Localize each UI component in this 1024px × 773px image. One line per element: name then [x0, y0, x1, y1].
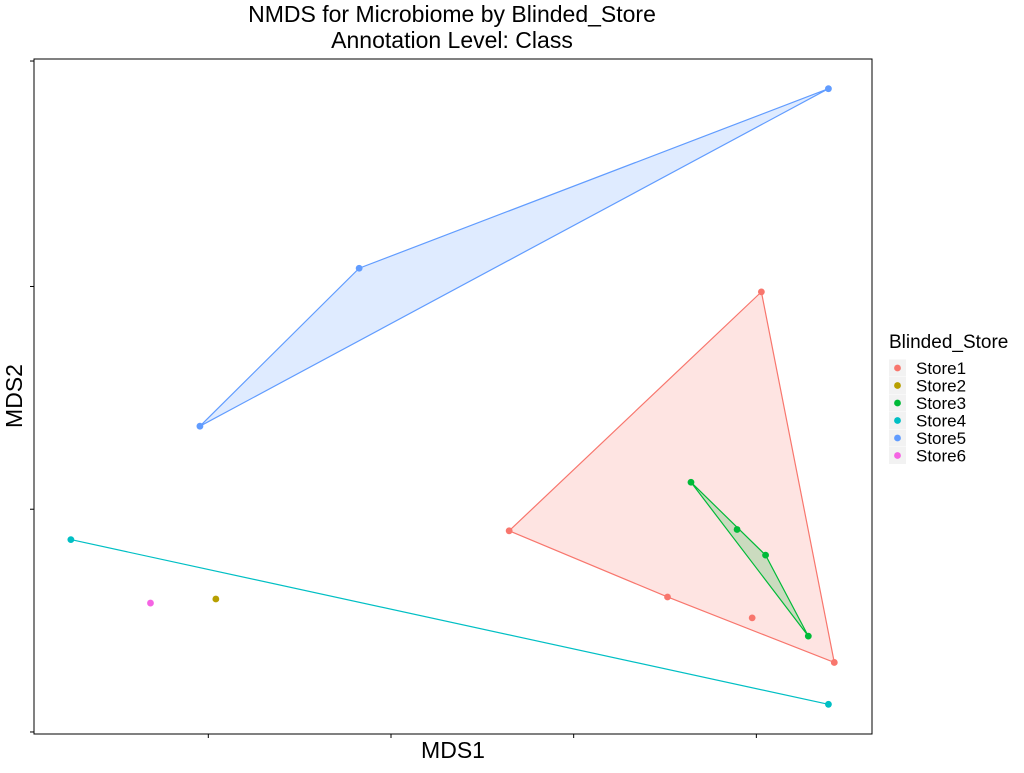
point-store6-1 [147, 599, 154, 607]
y-axis-label: MDS2 [1, 364, 27, 428]
point-store1-1 [505, 527, 513, 535]
plot-panel [33, 58, 873, 735]
legend-label-store3: Store3 [916, 394, 966, 413]
legend-label-store4: Store4 [916, 412, 966, 431]
legend-item-store1: Store1 [889, 359, 966, 378]
legend-item-store6: Store6 [889, 447, 966, 466]
point-store3-1 [687, 478, 695, 486]
legend-label-store1: Store1 [916, 359, 966, 378]
hull-store3 [690, 481, 809, 637]
legend-label-store2: Store2 [916, 377, 966, 396]
point-store1-5 [748, 614, 756, 622]
legend-item-store5: Store5 [889, 429, 966, 448]
legend-swatch-store6 [894, 452, 901, 459]
legend-label-store5: Store5 [916, 429, 966, 448]
legend: Blinded_Store Store1Store2Store3Store4St… [889, 332, 1008, 466]
legend-label-store6: Store6 [916, 447, 966, 466]
legend-swatch-store5 [894, 434, 901, 442]
legend-swatch-store3 [894, 399, 901, 407]
legend-title: Blinded_Store [889, 332, 1008, 353]
point-store1-2 [757, 288, 765, 296]
hull-layer [70, 88, 836, 705]
point-store1-4 [664, 593, 671, 601]
point-store3-2 [733, 526, 741, 533]
point-store2-1 [212, 595, 220, 603]
point-store5-3 [196, 422, 204, 430]
legend-item-store4: Store4 [889, 412, 966, 431]
point-layer [67, 85, 838, 708]
hull-store4 [70, 539, 829, 705]
hull-store5 [199, 88, 829, 427]
point-store1-3 [830, 659, 838, 666]
point-store4-1 [67, 536, 75, 543]
point-store3-4 [804, 632, 812, 640]
point-store4-2 [825, 700, 832, 708]
legend-item-store3: Store3 [889, 394, 966, 413]
point-store3-3 [762, 551, 769, 559]
legend-swatch-store4 [894, 417, 901, 424]
legend-swatch-store1 [894, 364, 901, 372]
chart-subtitle: Annotation Level: Class [331, 27, 573, 53]
point-store5-1 [825, 85, 832, 93]
legend-item-store2: Store2 [889, 377, 966, 396]
chart-title: NMDS for Microbiome by Blinded_Store [248, 1, 656, 27]
point-store5-2 [355, 264, 363, 272]
axis-ticks [30, 60, 757, 738]
legend-swatch-store2 [894, 382, 901, 389]
x-axis-label: MDS1 [421, 737, 485, 763]
